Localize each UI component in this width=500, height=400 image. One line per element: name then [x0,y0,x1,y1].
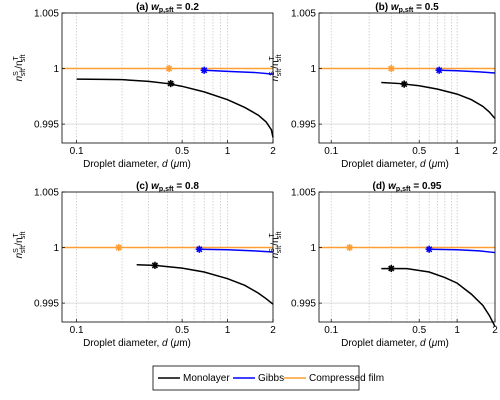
panel-a-y-tick-label: 1.005 [34,9,59,20]
panel-c-y-tick-label: 1 [53,243,59,254]
panel-d-title: (d) wp,sft = 0.95 [373,181,442,193]
panel-c-y-tick-label: 0.995 [34,299,59,310]
x-axis-label-a: Droplet diameter, d (μm) [83,159,191,170]
panel-c-monolayer-marker [151,262,158,269]
legend: Monolayer Gibbs Compressed film [153,366,384,390]
panel-a-y-tick-label: 0.995 [34,120,59,131]
panel-a-monolayer-marker [167,80,174,87]
panel-c: 0.1 0.5 1 2 0.995 1 1.005 (c) wp,sft = 0.8 [34,181,276,336]
panel-d-monolayer-marker [388,265,395,272]
panel-b-x-tick-label: 2 [492,146,498,157]
panel-b-monolayer-marker [401,81,408,88]
panel-b-x-tick-label: 1 [454,146,460,157]
panel-c-x-tick-label: 1 [225,325,231,336]
x-axis-label-b: Droplet diameter, d (μm) [341,159,449,170]
panel-d-gibbs-marker [426,246,433,253]
panel-b-x-tick-label: 0.1 [324,146,338,157]
panel-c-y-tick-label: 1.005 [34,188,59,199]
panel-c-compressed-film-marker [115,244,122,251]
panel-a-gibbs-marker [201,67,208,74]
y-axis-label-top-right: nSsft/nTsft [269,55,283,82]
panel-a-title: (a) wp,sft = 0.2 [136,2,199,14]
legend-compressed-film-label: Compressed film [309,373,384,384]
panel-a-grid [62,13,273,143]
panel-b-y-tick-label: 0.995 [291,120,316,131]
panel-c-x-tick-label: 0.5 [175,325,189,336]
panel-c-gibbs-marker [196,246,203,253]
panel-d-x-tick-label: 0.5 [412,325,426,336]
panel-d-gibbs-line [429,249,495,252]
panel-d-grid [319,192,495,322]
panel-a: 0.1 0.5 1 2 0.995 1 1.005 (a) wp,sft = 0.2 [34,2,276,157]
legend-monolayer-label: Monolayer [183,373,230,384]
panel-d-x-tick-label: 2 [492,325,498,336]
panel-b-y-tick-label: 1.005 [291,9,316,20]
panel-c-grid [62,192,273,322]
panel-b-monolayer-line [381,82,495,118]
panel-b-gibbs-marker [436,67,443,74]
y-axis-label-bottom: nSsft/nTsft [13,232,27,259]
panel-a-x-tick-label: 2 [270,146,276,157]
panel-d-monolayer-line [381,268,495,326]
panel-b-title: (b) wp,sft = 0.5 [375,2,439,14]
panel-d-y-tick-label: 0.995 [291,299,316,310]
panel-a-gibbs-line [204,70,273,74]
y-axis-label-bottom-right: nSsft/nTsft [269,232,283,259]
panel-b-x-tick-label: 0.5 [412,146,426,157]
panel-b-gibbs-line [439,70,495,73]
panel-a-y-tick-label: 1 [53,64,59,75]
panel-d-x-tick-label: 1 [454,325,460,336]
panel-c-x-tick-label: 0.1 [70,325,84,336]
legend-gibbs-label: Gibbs [258,373,284,384]
panel-b-compressed-film-marker [388,65,395,72]
y-axis-label-top: nSsft/nTsft [13,55,27,82]
panel-a-monolayer-line [77,79,273,137]
x-axis-label-d: Droplet diameter, d (μm) [341,338,449,349]
panel-a-x-tick-label: 1 [225,146,231,157]
x-axis-label-c: Droplet diameter, d (μm) [83,338,191,349]
panel-d-ticks: 0.1 0.5 1 2 0.995 1 1.005 [291,188,498,337]
panel-b-grid [319,13,495,143]
panel-c-x-tick-label: 2 [270,325,276,336]
panel-c-monolayer-line [137,265,273,304]
panel-b-y-tick-label: 1 [310,64,316,75]
panel-d-y-tick-label: 1 [310,243,316,254]
panel-c-title: (c) wp,sft = 0.8 [136,181,199,193]
panel-d: 0.1 0.5 1 2 0.995 1 1.005 (d) wp,sft = 0.95 [291,181,498,336]
panel-a-compressed-film-marker [166,65,173,72]
panel-a-x-tick-label: 0.5 [175,146,189,157]
panel-b: 0.1 0.5 1 2 0.995 1 1.005 (b) wp,sft = 0.5 [291,2,498,157]
panel-a-x-tick-label: 0.1 [70,146,84,157]
panel-d-compressed-film-marker [346,244,353,251]
panel-d-y-tick-label: 1.005 [291,188,316,199]
panel-d-x-tick-label: 0.1 [324,325,338,336]
panel-c-gibbs-line [199,249,273,252]
